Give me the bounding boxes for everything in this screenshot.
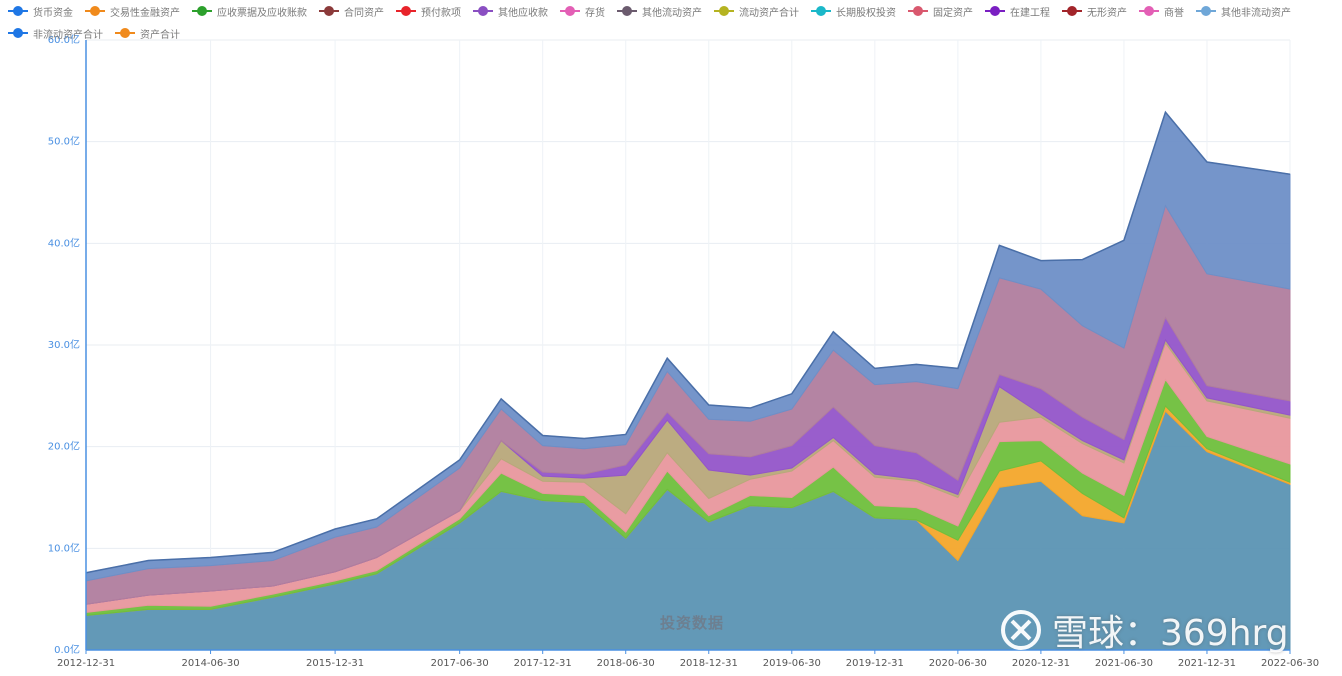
x-tick-label: 2021-06-30	[1095, 658, 1153, 669]
legend-label: 货币资金	[33, 7, 73, 19]
x-tick-label: 2017-12-31	[514, 658, 572, 669]
legend-label: 无形资产	[1087, 7, 1127, 19]
y-tick-label: 50.0亿	[48, 135, 80, 148]
legend-marker-icon	[473, 5, 493, 17]
legend-item[interactable]: 货币资金	[8, 3, 73, 19]
legend-label: 固定资产	[933, 7, 973, 19]
legend-item[interactable]: 合同资产	[319, 3, 384, 19]
x-tick-label: 2019-06-30	[763, 658, 821, 669]
x-tick-label: 2018-06-30	[597, 658, 655, 669]
x-tick-label: 2019-12-31	[846, 658, 904, 669]
legend-item[interactable]: 无形资产	[1062, 3, 1127, 19]
x-tick-label: 2017-06-30	[431, 658, 489, 669]
x-tick-label: 2020-12-31	[1012, 658, 1070, 669]
y-tick-label: 30.0亿	[48, 338, 80, 351]
legend-marker-icon	[1139, 5, 1159, 17]
legend-label: 其他非流动资产	[1221, 7, 1291, 19]
x-tick-label: 2012-12-31	[57, 658, 115, 669]
legend-item[interactable]: 预付款项	[396, 3, 461, 19]
y-axis: 0.0亿 10.0亿 20.0亿 30.0亿 40.0亿 50.0亿 60.0亿	[48, 33, 87, 656]
legend-item[interactable]: 商誉	[1139, 3, 1184, 19]
legend-marker-icon	[396, 5, 416, 17]
legend-marker-icon	[8, 5, 28, 17]
legend-marker-icon	[617, 5, 637, 17]
legend-marker-icon	[115, 27, 135, 39]
legend-marker-icon	[908, 5, 928, 17]
legend-label: 长期股权投资	[836, 7, 896, 19]
watermark: 雪球：369hrg	[1000, 604, 1289, 656]
y-tick-label: 60.0亿	[48, 33, 80, 46]
legend-label: 其他应收款	[498, 7, 548, 19]
legend-item[interactable]: 非流动资产合计	[8, 25, 103, 41]
legend-label: 预付款项	[421, 7, 461, 19]
area-series	[85, 110, 1291, 651]
legend-item[interactable]: 交易性金融资产	[85, 3, 180, 19]
legend-marker-icon	[192, 5, 212, 17]
legend-marker-icon	[8, 27, 28, 39]
legend-item[interactable]: 流动资产合计	[714, 3, 799, 19]
y-tick-label: 0.0亿	[54, 643, 80, 656]
x-axis: 2012-12-31 2014-06-30 2015-12-31 2017-06-30…	[57, 649, 1319, 669]
legend-item[interactable]: 应收票据及应收账款	[192, 3, 307, 19]
legend-label: 流动资产合计	[739, 7, 799, 19]
y-tick-label: 20.0亿	[48, 440, 80, 453]
legend-item[interactable]: 其他流动资产	[617, 3, 702, 19]
legend-label: 非流动资产合计	[33, 29, 103, 41]
x-tick-label: 2015-12-31	[306, 658, 364, 669]
y-tick-label: 40.0亿	[48, 236, 80, 249]
legend-marker-icon	[85, 5, 105, 17]
legend-label: 商誉	[1164, 7, 1184, 19]
legend-label: 其他流动资产	[642, 7, 702, 19]
legend-item[interactable]: 资产合计	[115, 25, 180, 41]
x-tick-label: 2022-06-30	[1261, 658, 1319, 669]
legend-label: 交易性金融资产	[110, 7, 180, 19]
x-tick-label: 2021-12-31	[1178, 658, 1236, 669]
total-assets-line	[85, 110, 1291, 574]
legend-marker-icon	[1196, 5, 1216, 17]
legend-item[interactable]: 其他非流动资产	[1196, 3, 1291, 19]
legend-marker-icon	[1062, 5, 1082, 17]
x-tick-label: 2020-06-30	[929, 658, 987, 669]
legend: 货币资金 交易性金融资产 应收票据及应收账款 合同资产 预付款项 其他应收款 存货 其他流动资…	[8, 2, 1338, 46]
legend-marker-icon	[560, 5, 580, 17]
legend-item[interactable]: 在建工程	[985, 3, 1050, 19]
legend-item[interactable]: 其他应收款	[473, 3, 548, 19]
legend-label: 在建工程	[1010, 7, 1050, 19]
legend-label: 合同资产	[344, 7, 384, 19]
x-tick-label: 2018-12-31	[680, 658, 738, 669]
legend-item[interactable]: 存货	[560, 3, 605, 19]
legend-marker-icon	[985, 5, 1005, 17]
legend-label: 资产合计	[140, 29, 180, 41]
legend-marker-icon	[319, 5, 339, 17]
legend-label: 存货	[585, 7, 605, 19]
x-tick-label: 2014-06-30	[181, 658, 239, 669]
legend-item[interactable]: 长期股权投资	[811, 3, 896, 19]
legend-item[interactable]: 固定资产	[908, 3, 973, 19]
legend-marker-icon	[811, 5, 831, 17]
watermark-text: 雪球：369hrg	[1052, 613, 1289, 654]
legend-marker-icon	[714, 5, 734, 17]
legend-label: 应收票据及应收账款	[217, 7, 307, 19]
xueqiu-logo-icon	[1001, 610, 1041, 650]
y-tick-label: 10.0亿	[48, 541, 80, 554]
chart-caption: 投资数据	[660, 614, 725, 632]
